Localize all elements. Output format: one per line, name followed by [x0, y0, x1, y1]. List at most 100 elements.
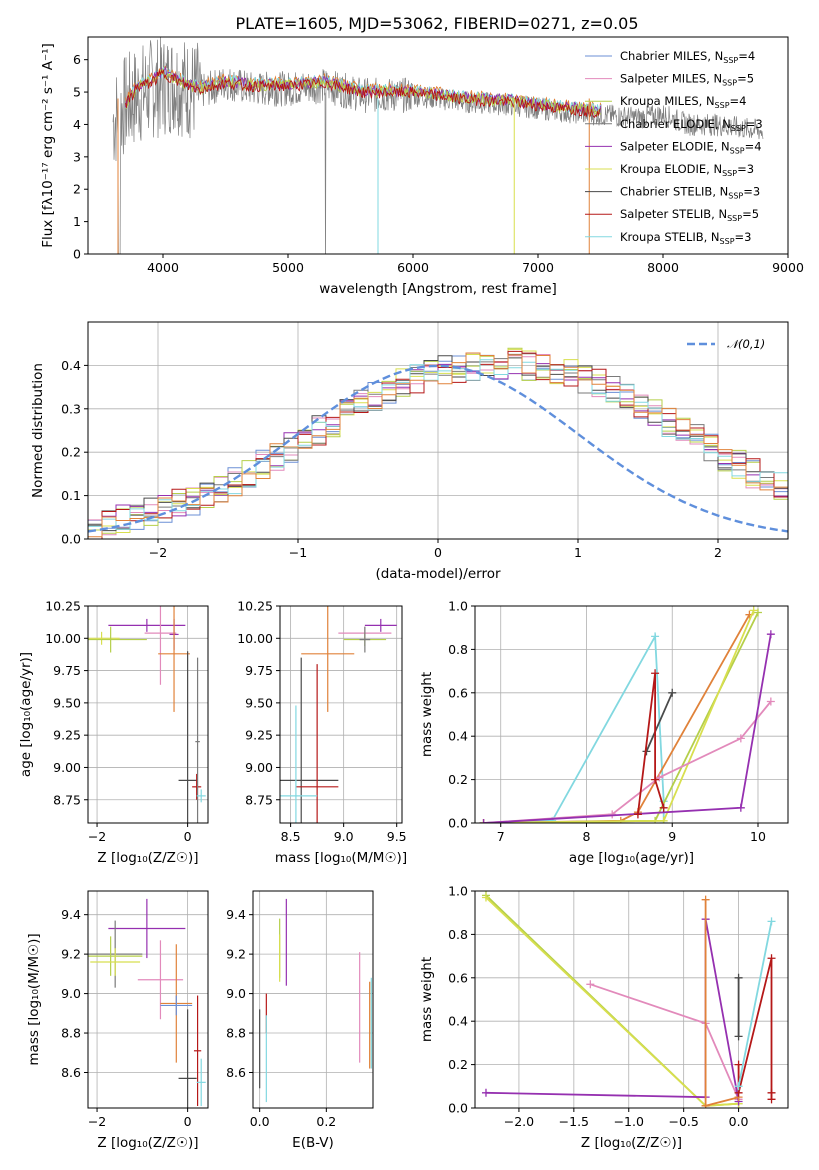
y-tick-label: 6: [73, 52, 81, 67]
mass-weight-line: [483, 612, 759, 823]
legend-subscript: SSP: [715, 101, 730, 110]
legend-entry: Chabrier STELIB, NSSP=3: [620, 185, 760, 201]
spectrum-plot-area: [112, 37, 764, 254]
plot-frame: [279, 605, 403, 824]
legend-label: Salpeter STELIB, N: [620, 207, 727, 221]
legend-label: Chabrier ELODIE, N: [620, 117, 731, 131]
x-tick-label: 0.0: [729, 1114, 749, 1129]
legend-subscript: SSP: [727, 214, 742, 223]
x-axis-label: E(B-V): [292, 1135, 334, 1151]
age-vs-Z-panel: −2 0 8.75 9.00 9.25 9.50 9.75 10.00 10.25 Z [log₁…: [18, 599, 209, 866]
plot-frame: [87, 890, 209, 1109]
legend-subscript: SSP: [728, 192, 743, 201]
y-axis-label: mass [log₁₀(M/M☉)]: [26, 933, 42, 1065]
error-bar-point: [280, 705, 318, 823]
y-tick-label: 9.2: [61, 947, 81, 962]
x-tick-label: 9.5: [387, 829, 407, 844]
mass-weight-line: [637, 673, 665, 815]
histogram-step: [88, 352, 788, 538]
mass-weight-marker: [734, 1082, 743, 1091]
histogram-step: [88, 359, 788, 530]
legend-label: Kroupa STELIB, N: [620, 230, 720, 244]
x-tick-label: 0.2: [316, 1114, 336, 1129]
error-bar-point: [178, 1009, 197, 1108]
y-tick-label: 0.2: [448, 772, 468, 787]
x-tick-label: 6000: [397, 260, 429, 275]
plot-frame: [252, 890, 374, 1109]
y-tick-label: 9.75: [53, 663, 81, 678]
mass-weight-marker: [651, 632, 660, 641]
y-tick-label: 9.25: [245, 728, 273, 743]
x-tick-label: 9: [668, 829, 676, 844]
error-bar-point: [364, 618, 397, 632]
y-axis-label: mass weight: [419, 957, 435, 1042]
y-tick-label: 8.75: [53, 792, 81, 807]
error-bar-point: [88, 626, 147, 653]
y-tick-label: 8.8: [61, 1026, 81, 1041]
x-tick-label: −2: [88, 1114, 106, 1129]
x-tick-label: 8.5: [281, 829, 301, 844]
x-axis-label: age [log₁₀(age/yr)]: [569, 850, 694, 866]
y-axis-label: mass weight: [419, 672, 435, 757]
mass-weight-marker: [749, 606, 758, 615]
legend-entry: Salpeter STELIB, NSSP=5: [620, 207, 759, 223]
x-tick-label: −1.5: [559, 1114, 589, 1129]
legend-tail: =4: [738, 49, 755, 63]
y-tick-label: 9.75: [245, 663, 273, 678]
y-tick-label: 9.4: [226, 907, 246, 922]
mass-weight-line: [485, 894, 739, 1107]
y-tick-label: 10.00: [237, 631, 273, 646]
y-tick-label: 0.1: [61, 488, 81, 503]
mass-weight-marker: [734, 1032, 743, 1041]
y-tick-label: 10.25: [45, 599, 81, 614]
y-tick-label: 0.0: [448, 1101, 468, 1116]
legend-subscript: SSP: [720, 237, 735, 246]
mass-vs-EBV-plot-area: [259, 898, 372, 1103]
plot-frame: [474, 605, 789, 824]
error-bar-point: [137, 940, 184, 1020]
y-tick-label: 0.3: [61, 401, 81, 416]
mass-weight-line: [645, 692, 674, 752]
error-bar-point: [195, 657, 200, 823]
mass-weight-line: [737, 921, 773, 1087]
mass-weight-marker: [659, 816, 668, 823]
mass-weight-marker: [701, 1101, 710, 1108]
y-tick-label: 0.8: [448, 642, 468, 657]
y-tick-label: 8.6: [226, 1065, 246, 1080]
x-tick-label: 2: [714, 545, 722, 560]
mass-weight-marker: [767, 954, 776, 963]
mass-weight-line: [483, 614, 751, 823]
error-bar-point: [301, 606, 355, 712]
mass-weight-line: [485, 919, 740, 1102]
error-bar-point: [108, 618, 186, 632]
plot-frame: [87, 321, 789, 540]
error-bar-point: [90, 948, 141, 976]
y-tick-label: 9.50: [245, 695, 273, 710]
x-tick-label: 5000: [272, 260, 304, 275]
error-bar-point: [144, 606, 177, 685]
plot-frame: [474, 890, 789, 1109]
mass-weight-marker: [734, 973, 743, 982]
weight-vs-age-plot-area: [479, 606, 775, 823]
x-axis-label: Z [log₁₀(Z/Z☉)]: [97, 850, 198, 866]
x-axis-label: Z [log₁₀(Z/Z☉)]: [97, 1135, 198, 1151]
y-tick-label: 0.0: [448, 816, 468, 831]
legend-tail: =3: [746, 117, 763, 131]
y-tick-label: 8.75: [245, 792, 273, 807]
mass-weight-line: [483, 634, 772, 823]
y-tick-label: 0.6: [448, 685, 468, 700]
mass-weight-marker: [651, 775, 660, 784]
y-tick-label: 0.6: [448, 970, 468, 985]
y-tick-label: 0.2: [448, 1057, 468, 1072]
x-tick-label: 7: [497, 829, 505, 844]
age-vs-Z-plot-area: [88, 606, 206, 823]
x-tick-label: 4000: [147, 260, 179, 275]
mass-weight-marker: [736, 734, 745, 743]
legend-tail: =5: [737, 72, 754, 86]
x-tick-label: 7000: [522, 260, 554, 275]
mass-weight-line: [485, 896, 739, 1107]
x-tick-label: −1.0: [614, 1114, 644, 1129]
x-tick-label: 9000: [772, 260, 804, 275]
